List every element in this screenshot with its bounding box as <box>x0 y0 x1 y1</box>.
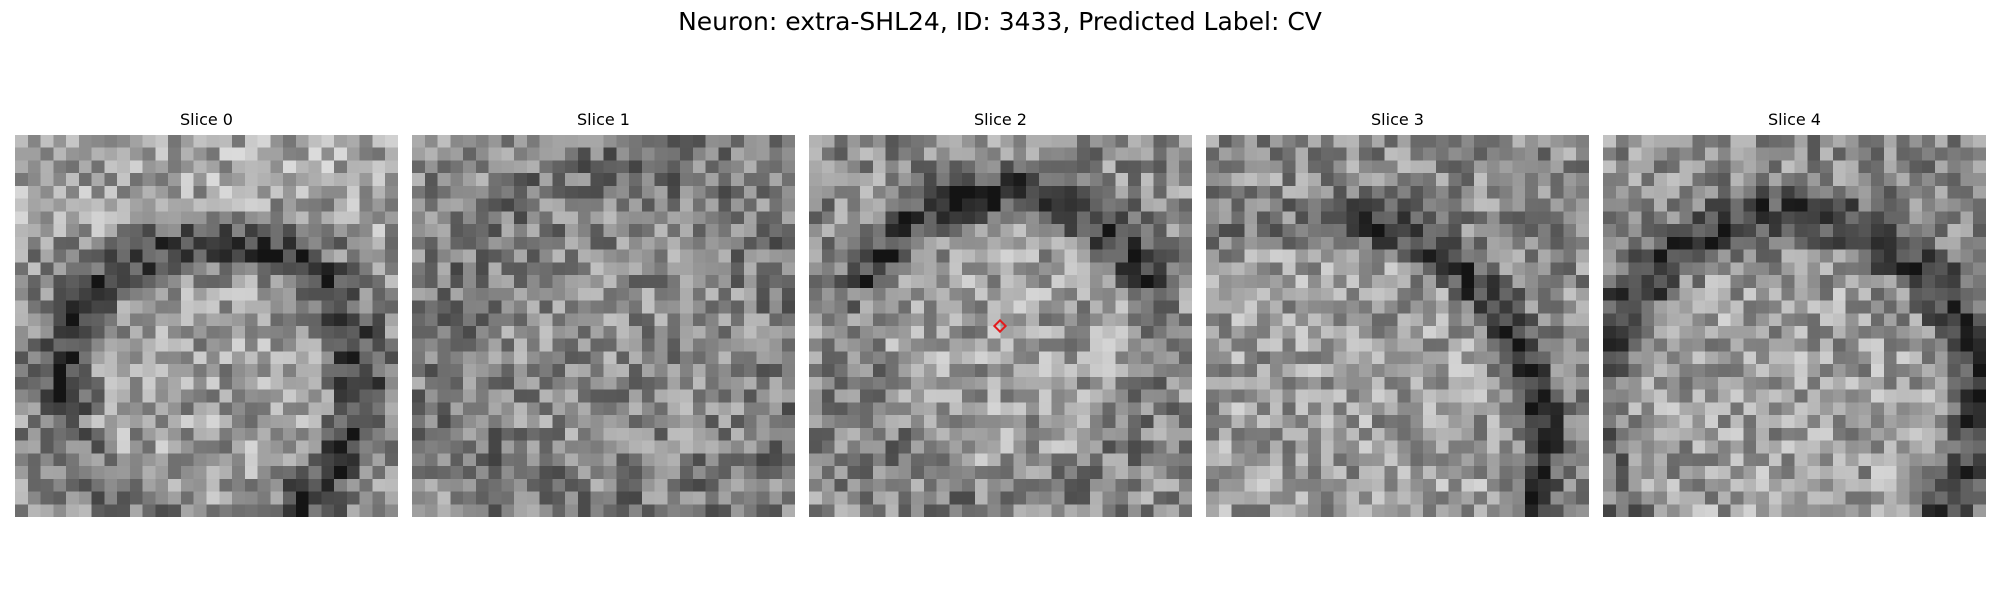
slice-title-0: Slice 0 <box>180 110 233 129</box>
slice-panel-4: Slice 4 <box>1603 107 1986 517</box>
slice-image-1 <box>412 135 795 517</box>
slice-title-2: Slice 2 <box>974 110 1027 129</box>
slice-image-2 <box>809 135 1192 517</box>
slice-panel-3: Slice 3 <box>1206 107 1589 517</box>
slice-title-1: Slice 1 <box>577 110 630 129</box>
slice-panel-2: Slice 2 <box>809 107 1192 517</box>
slice-image-0 <box>15 135 398 517</box>
figure-title: Neuron: extra-SHL24, ID: 3433, Predicted… <box>678 7 1322 36</box>
slice-image-4 <box>1603 135 1986 517</box>
slice-title-3: Slice 3 <box>1371 110 1424 129</box>
slice-image-3 <box>1206 135 1589 517</box>
slice-title-4: Slice 4 <box>1768 110 1821 129</box>
slice-panel-1: Slice 1 <box>412 107 795 517</box>
slice-panel-0: Slice 0 <box>15 107 398 517</box>
